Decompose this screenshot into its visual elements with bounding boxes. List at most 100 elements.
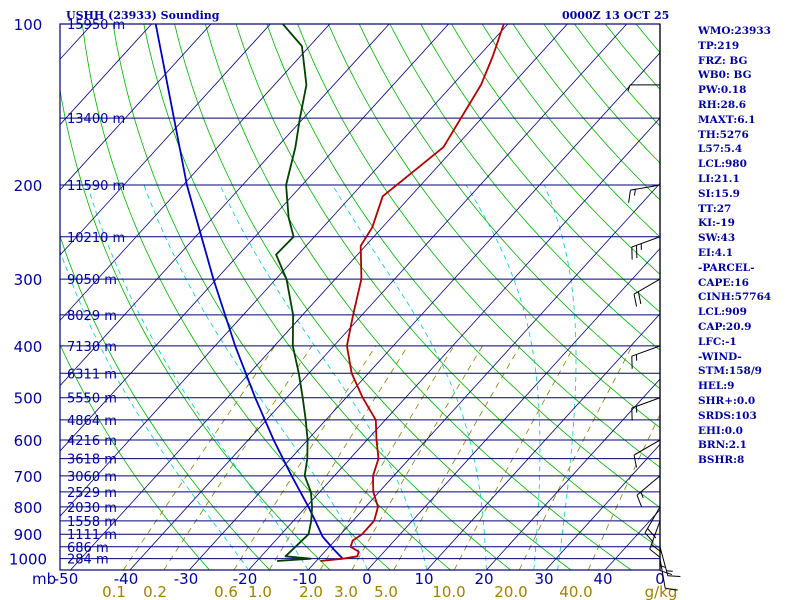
wind-barb-flag [667,575,681,577]
isotherm-line [0,24,33,570]
index-item: CAP:20.9 [698,320,752,333]
height-label: 3618 m [67,453,117,468]
index-item: SRDS:103 [698,409,757,422]
mixing-ratio-line [122,345,276,570]
dry-adiabat-line [204,24,632,570]
index-item: LCL:980 [698,158,747,171]
temperature-tick-label: 20 [474,570,493,588]
wind-barb-flag [633,294,638,307]
height-label: 2529 m [67,486,117,501]
station-title: USHH (23933) Sounding [66,9,220,22]
index-item: MAXT:6.1 [698,113,756,126]
dry-adiabat-line [451,24,660,275]
dry-adiabat-line [389,24,660,351]
temperature-tick-label: 10 [414,570,433,588]
moist-adiabat-line [543,184,577,570]
isotherm-line [545,443,660,570]
index-item: TP:219 [698,39,740,52]
index-item: PW:0.18 [698,84,747,97]
dry-adiabat-line [328,24,660,429]
isotherm-line [189,52,660,570]
isotherm-line [426,313,660,570]
mixing-ratio-label: 5.0 [374,583,398,600]
moist-adiabat-line [60,249,250,570]
dry-adiabat-line [60,343,210,570]
dry-adiabat-line [112,24,451,570]
index-item: CAPE:16 [698,276,749,289]
index-item: SHR+:0.0 [698,394,756,407]
isotherm-line [60,24,152,126]
mixing-ratio-label: g/kg [645,583,678,600]
wind-barb-half-flag [633,189,636,196]
height-label: 686 m [67,541,109,556]
wind-barb-flag [647,528,657,539]
height-label: 11590 m [67,179,125,194]
index-item: RH:28.6 [698,98,747,111]
mixing-ratio-label: 1.0 [248,583,272,600]
temperature-tick-label: 0 [362,570,372,588]
pressure-tick-label: 600 [14,432,43,450]
height-label: 1111 m [67,528,117,543]
index-item: HEL:9 [698,380,735,393]
temperature-tick-label: -40 [114,570,139,588]
wind-barb-half-flag [659,565,667,569]
index-item: LCL:909 [698,306,747,319]
mixing-ratio-line [351,345,483,570]
index-item: LI:21.1 [698,172,740,185]
pressure-tick-label: 800 [14,499,43,517]
dry-adiabat-line [174,24,572,570]
index-item: BRN:2.1 [698,439,747,452]
wind-barb-flag [649,548,660,558]
temperature-tick-label: -30 [174,570,199,588]
wind-barb-shaft [633,439,661,456]
pressure-tick-label: 500 [14,390,43,408]
dry-adiabat-line [266,24,660,509]
mixing-ratio-line [587,413,660,570]
index-item: TT:27 [698,202,732,215]
index-item: -PARCEL- [698,261,755,274]
mixing-ratio-label: 0.1 [102,583,126,600]
index-item: -WIND- [698,350,742,363]
isotherm-line [60,24,509,517]
isotherm-line [60,24,390,387]
height-label: 8029 m [67,309,117,324]
isotherm-line [60,24,449,452]
dry-adiabat-line [143,24,511,570]
temperature-tick-label: 40 [593,570,612,588]
pressure-tick-label: 300 [14,271,43,289]
height-label: 10210 m [67,231,125,246]
index-item: LFC:-1 [698,335,737,348]
height-label: 6311 m [67,367,117,382]
isotherm-line [60,24,331,322]
index-item: EI:4.1 [698,246,734,259]
mixing-ratio-label: 2.0 [299,583,323,600]
dry-adiabat-line [358,24,660,390]
temperature-tick-label: -20 [233,570,258,588]
height-label: 15950 m [67,18,125,33]
temperature-tick-label: 0 [655,570,665,588]
dry-adiabat-line [235,24,660,549]
isotherm-line [60,24,271,256]
moist-adiabat-line [219,184,428,570]
wind-barb-flag [636,494,643,508]
index-item: SI:15.9 [698,187,740,200]
index-item: BSHR:8 [698,454,745,467]
mixing-ratio-label: 0.6 [214,583,238,600]
moist-adiabat-line [143,184,368,570]
isotherm-line [307,182,660,570]
pressure-tick-label: 900 [14,526,43,544]
wind-barb-shaft [659,558,666,589]
isotherm-line [486,378,660,570]
parcel-trace [154,24,344,560]
height-label: 5550 m [67,392,117,407]
mixing-ratio-label: 10.0 [432,583,465,600]
pressure-tick-label: 200 [14,177,43,195]
moist-adiabat-line [465,184,541,570]
plot-frame [59,23,661,571]
index-item: TH:5276 [698,128,749,141]
wind-barb-flag [651,544,662,553]
height-label: 9050 m [67,273,117,288]
index-item: CINH:57764 [698,291,772,304]
dry-adiabat-line [60,234,271,570]
